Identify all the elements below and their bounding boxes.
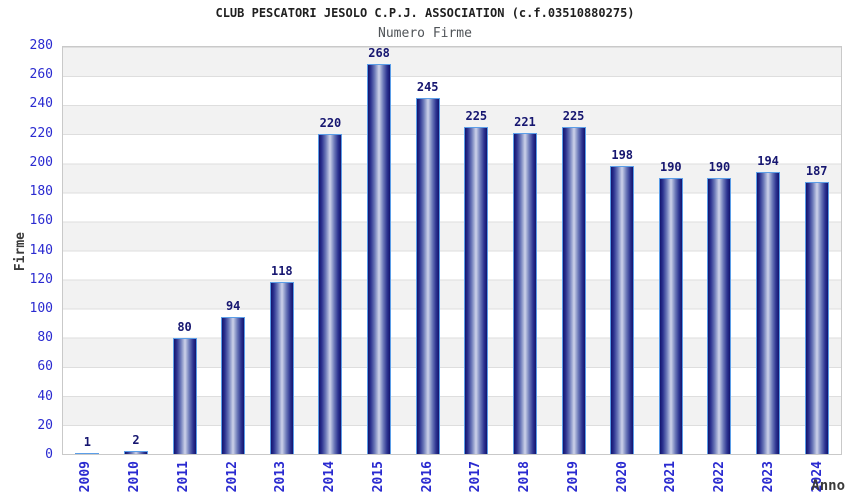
- x-tick-label: 2015: [370, 461, 386, 493]
- y-tick-label: 260: [29, 67, 53, 83]
- bar: [804, 182, 829, 454]
- bar-value-label: 245: [416, 79, 439, 94]
- bar: [269, 282, 294, 454]
- x-axis-label: Anno: [811, 478, 845, 494]
- bar: [512, 132, 537, 454]
- bar: [75, 452, 100, 454]
- y-axis-label: Firme: [13, 232, 28, 272]
- x-axis-ticks: 2009 2010 2011 2012 2013 2014 2015 2016 2017 2018…: [62, 461, 842, 499]
- bar-value-label: 198: [611, 148, 634, 163]
- bar: [707, 177, 732, 454]
- bar: [415, 97, 440, 454]
- x-tick-label: 2012: [224, 461, 240, 493]
- plot-area: 1 2 80 94 118 220 268 245 225 221 225 198 190 190 194 1…: [62, 46, 842, 455]
- bar: [221, 317, 246, 454]
- bar: [464, 126, 489, 454]
- x-tick-label: 2009: [78, 461, 94, 493]
- x-tick-label: 2011: [175, 461, 191, 493]
- y-tick-label: 200: [29, 154, 53, 170]
- bar: [561, 126, 586, 454]
- bar: [756, 172, 781, 454]
- bar-value-label: 190: [659, 159, 682, 174]
- x-tick-label: 2010: [127, 461, 143, 493]
- y-tick-label: 280: [29, 38, 53, 53]
- bar-value-label: 187: [805, 164, 828, 179]
- y-tick-label: 240: [29, 96, 53, 112]
- bar-value-label: 194: [757, 154, 779, 169]
- y-tick-label: 120: [29, 271, 53, 287]
- y-tick-label: 60: [37, 359, 53, 375]
- bar-value-label: 2: [132, 433, 140, 448]
- x-tick-label: 2013: [273, 461, 289, 493]
- x-tick-label: 2017: [468, 461, 484, 493]
- y-tick-label: 100: [29, 300, 53, 316]
- y-tick-label: 180: [29, 184, 53, 200]
- bar: [172, 337, 197, 454]
- y-tick-label: 80: [37, 330, 53, 346]
- bar-value-label: 220: [319, 116, 342, 131]
- x-tick-label: 2023: [760, 461, 776, 493]
- x-tick-label: 2014: [322, 461, 338, 493]
- bar-value-label: 225: [562, 108, 585, 123]
- bar-value-label: 80: [177, 319, 192, 334]
- y-tick-label: 220: [29, 125, 53, 141]
- bar: [610, 166, 635, 454]
- y-axis-ticks: 0 20 40 60 80 100 120 140 160 180 200 220 240 260 280: [0, 0, 56, 500]
- y-tick-label: 20: [37, 417, 53, 433]
- bar-value-label: 190: [708, 159, 731, 174]
- y-tick-label: 160: [29, 213, 53, 229]
- chart-title: CLUB PESCATORI JESOLO C.P.J. ASSOCIATION…: [215, 6, 635, 20]
- x-tick-label: 2019: [565, 461, 581, 493]
- bar-value-label: 94: [225, 299, 241, 314]
- bar-value-label: 225: [465, 108, 488, 123]
- y-tick-label: 0: [45, 447, 53, 462]
- x-tick-label: 2021: [663, 461, 679, 493]
- bar-value-label: 268: [368, 46, 390, 61]
- bar: [123, 451, 148, 454]
- bar: [367, 64, 392, 454]
- bar-value-label: 118: [270, 264, 293, 279]
- chart-subtitle: Numero Firme: [378, 26, 472, 41]
- x-tick-label: 2016: [419, 461, 435, 493]
- y-tick-label: 140: [29, 242, 53, 258]
- x-tick-label: 2020: [614, 461, 630, 493]
- bar: [658, 177, 683, 454]
- bar-value-label: 1: [83, 434, 91, 449]
- y-tick-label: 40: [37, 388, 53, 404]
- x-tick-label: 2022: [712, 461, 728, 493]
- bar: [318, 134, 343, 454]
- bar-value-label: 221: [514, 114, 536, 129]
- x-tick-label: 2018: [517, 461, 533, 493]
